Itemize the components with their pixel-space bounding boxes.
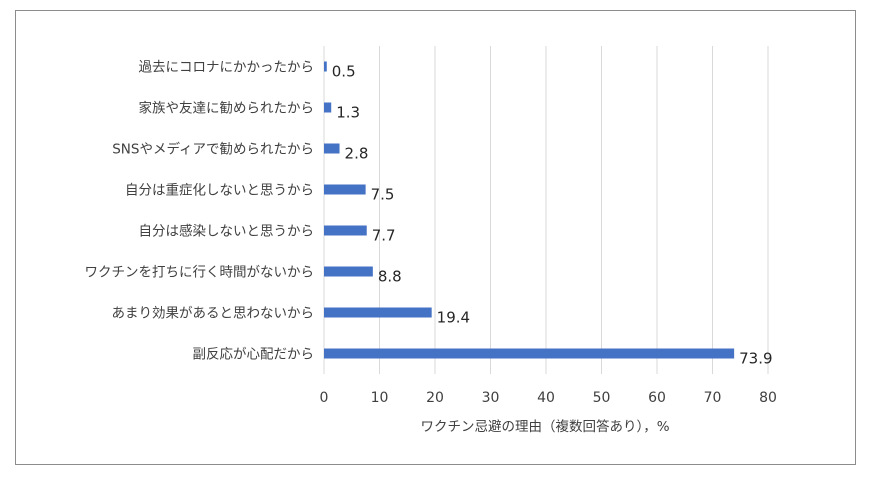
x-tick-label: 80 <box>759 390 777 406</box>
category-label: 過去にコロナにかかったから <box>139 60 315 76</box>
bar <box>324 348 735 359</box>
bar <box>324 184 366 195</box>
data-label: 73.9 <box>739 350 772 368</box>
gridlines <box>323 46 769 374</box>
x-tick-labels: 0 10 20 30 40 50 60 70 80 <box>320 390 777 406</box>
x-tick-label: 30 <box>482 390 500 406</box>
bar <box>324 307 432 318</box>
category-label: 自分は感染しないと思うから <box>139 223 315 240</box>
category-label: 自分は重症化しないと思うから <box>125 183 314 199</box>
x-tick-label: 60 <box>648 390 666 406</box>
category-label: あまり効果があると思わないから <box>112 306 315 322</box>
value-labels: 0.5 1.3 2.8 7.5 7.7 8.8 19.4 73.9 <box>332 63 773 368</box>
x-tick-label: 0 <box>320 390 329 406</box>
x-tick-label: 70 <box>704 390 722 406</box>
bar <box>324 225 367 236</box>
data-label: 1.3 <box>336 104 360 122</box>
data-label: 0.5 <box>332 63 356 81</box>
data-label: 7.7 <box>372 227 396 245</box>
bars <box>324 61 735 359</box>
x-tick-label: 40 <box>537 390 555 406</box>
category-label: SNSやメディアで勧められたから <box>112 141 314 158</box>
x-tick-label: 50 <box>593 390 611 406</box>
bar <box>324 61 327 72</box>
bar <box>324 143 340 154</box>
bar <box>324 266 373 277</box>
x-tick-label: 10 <box>371 390 389 406</box>
data-label: 7.5 <box>371 186 395 204</box>
category-label: 家族や友達に勧められたから <box>139 100 315 117</box>
x-tick-label: 20 <box>426 390 444 406</box>
x-axis-label: ワクチン忌避の理由（複数回答あり），% <box>420 418 669 435</box>
data-label: 2.8 <box>345 145 369 163</box>
data-label: 8.8 <box>378 268 402 286</box>
category-label: 副反応が心配だから <box>193 347 315 363</box>
category-label: ワクチンを打ちに行く時間がないから <box>85 264 315 281</box>
data-label: 19.4 <box>437 309 470 327</box>
bar <box>324 102 332 113</box>
